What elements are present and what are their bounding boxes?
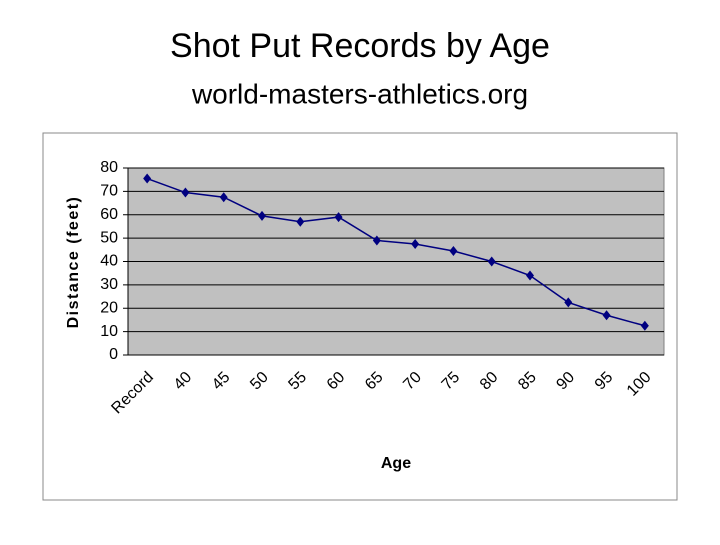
y-tick-label: 10 <box>100 323 118 340</box>
data-point <box>526 270 534 281</box>
data-point <box>449 245 458 256</box>
data-point <box>640 320 649 331</box>
data-line <box>146 177 646 327</box>
y-tick-label: 30 <box>100 276 118 293</box>
data-point <box>181 187 190 198</box>
data-point <box>219 192 228 203</box>
x-axis-label: Age <box>381 455 411 472</box>
chart-title: Shot Put Records by Age <box>170 27 550 65</box>
data-point <box>296 216 305 227</box>
y-tick-label: 40 <box>100 253 118 270</box>
data-point <box>487 256 496 267</box>
y-tick-label: 70 <box>100 183 118 200</box>
y-tick-label: 20 <box>100 299 118 316</box>
y-tick-label: 50 <box>100 229 118 246</box>
y-axis-label: Distance (feet) <box>65 196 82 329</box>
data-point <box>564 297 573 308</box>
data-point <box>143 173 152 184</box>
data-point <box>602 310 611 321</box>
chart-subtitle: world-masters-athletics.org <box>191 78 528 109</box>
y-tick-label: 80 <box>100 159 118 176</box>
y-tick-label: 0 <box>109 346 118 363</box>
data-point <box>372 235 381 246</box>
data-point <box>258 210 266 221</box>
data-point <box>334 212 343 223</box>
y-tick-label: 60 <box>100 206 118 223</box>
data-point <box>411 238 420 249</box>
